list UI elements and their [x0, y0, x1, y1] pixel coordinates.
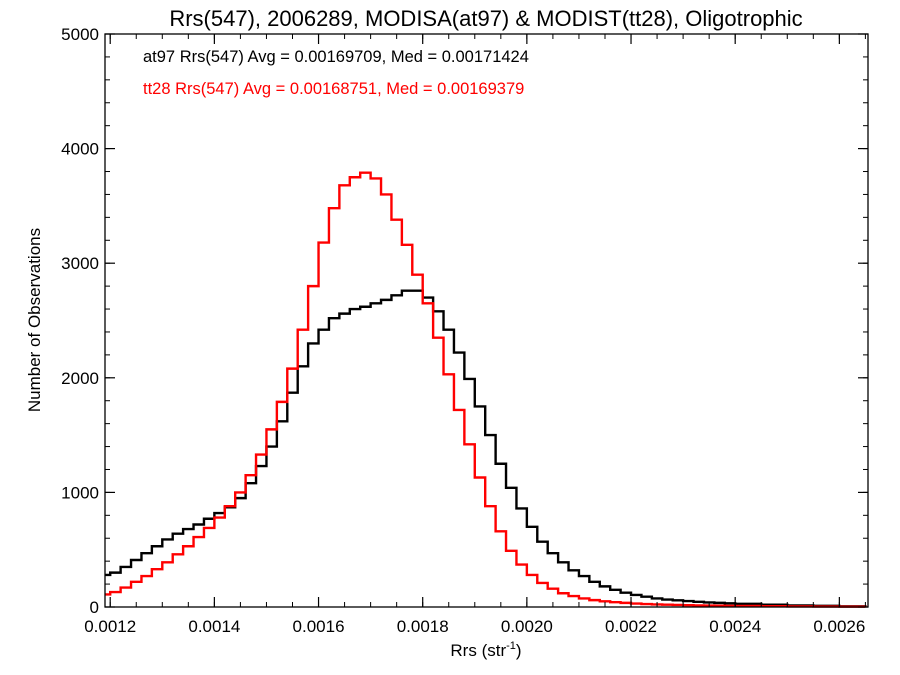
x-tick-label: 0.0020	[501, 617, 553, 636]
x-tick-label: 0.0016	[293, 617, 345, 636]
plot-frame	[104, 33, 869, 608]
x-tick-label: 0.0014	[188, 617, 240, 636]
x-tick-label: 0.0026	[813, 617, 865, 636]
x-axis-label: Rrs (str-1)	[450, 640, 521, 660]
y-tick-label: 4000	[61, 140, 99, 159]
x-tick-label: 0.0012	[84, 617, 136, 636]
x-axis-label-close: )	[516, 641, 522, 660]
x-axis-label-superscript: -1	[506, 640, 516, 652]
x-tick-label: 0.0022	[605, 617, 657, 636]
chart-title: Rrs(547), 2006289, MODISA(at97) & MODIST…	[169, 6, 802, 31]
x-axis-label-text: Rrs (str	[450, 641, 506, 660]
x-axis: 0.0012 0.0014 0.0016 0.0018 0.0020 0.0022 0.00…	[84, 34, 866, 636]
y-tick-label: 0	[90, 598, 99, 617]
annotation-at97: at97 Rrs(547) Avg = 0.00169709, Med = 0.…	[143, 48, 529, 66]
y-axis: 0 1000 2000 3000 4000 5000	[61, 25, 868, 617]
series-layer	[105, 171, 867, 608]
series-line-tt28	[105, 171, 867, 608]
annotation-tt28: tt28 Rrs(547) Avg = 0.00168751, Med = 0.…	[143, 80, 524, 98]
y-tick-label: 1000	[61, 483, 99, 502]
y-tick-label: 3000	[61, 254, 99, 273]
series-line-at97	[105, 289, 867, 608]
y-tick-label: 5000	[61, 25, 99, 44]
x-tick-label: 0.0024	[709, 617, 761, 636]
x-tick-label: 0.0018	[397, 617, 449, 636]
y-tick-label: 2000	[61, 369, 99, 388]
y-axis-label: Number of Observations	[25, 228, 44, 412]
